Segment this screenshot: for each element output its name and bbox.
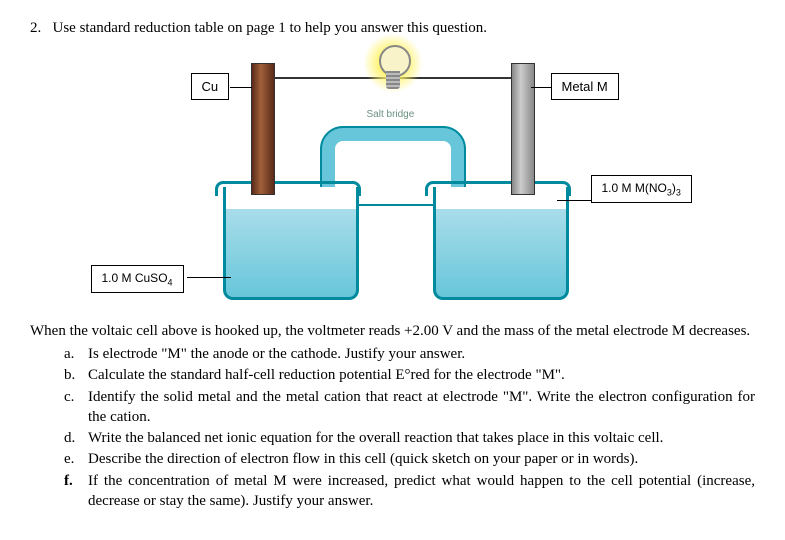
question-number: 2. — [30, 20, 41, 36]
voltaic-cell-figure: Salt bridge Cu Metal M 1.0 M CuSO4 1.0 M… — [73, 45, 713, 305]
part-e: e.Describe the direction of electron flo… — [88, 449, 755, 469]
beaker-right — [433, 187, 563, 297]
part-c: c.Identify the solid metal and the metal… — [88, 387, 755, 428]
salt-bridge-label: Salt bridge — [367, 109, 415, 120]
question-text: Use standard reduction table on page 1 t… — [53, 20, 487, 36]
subparts-list: a.Is electrode "M" the anode or the cath… — [30, 344, 755, 511]
label-line-m — [531, 87, 551, 88]
part-a: a.Is electrode "M" the anode or the cath… — [88, 344, 755, 364]
label-mno3: 1.0 M M(NO3)3 — [591, 175, 692, 203]
label-metal-m: Metal M — [551, 73, 619, 100]
label-line-cu — [230, 87, 252, 88]
label-cu: Cu — [191, 73, 230, 100]
part-d: d.Write the balanced net ionic equation … — [88, 428, 755, 448]
part-f: f.If the concentration of metal M were i… — [88, 471, 755, 512]
part-b: b.Calculate the standard half-cell reduc… — [88, 365, 755, 385]
label-line-cuso4 — [187, 277, 231, 278]
lightbulb-icon — [375, 45, 411, 93]
label-line-mno3 — [557, 200, 591, 201]
electrode-cu — [251, 63, 275, 195]
label-cuso4: 1.0 M CuSO4 — [91, 265, 184, 293]
body-paragraph: When the voltaic cell above is hooked up… — [30, 323, 755, 340]
electrode-m — [511, 63, 535, 195]
beaker-left — [223, 187, 353, 297]
